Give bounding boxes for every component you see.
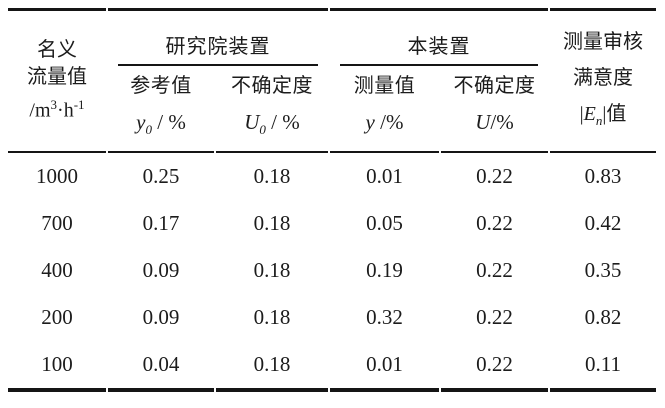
table-row: 100 0.04 0.18 0.01 0.22 0.11 bbox=[8, 341, 656, 392]
table-row: 1000 0.25 0.18 0.01 0.22 0.83 bbox=[8, 153, 656, 200]
table-cell: 0.09 bbox=[142, 258, 180, 282]
nominal-flow-unit: /m3·h-1 bbox=[29, 97, 85, 122]
col-header-en-value: 测量审核 满意度 |En|值 bbox=[550, 8, 656, 153]
table-cell: 0.22 bbox=[476, 258, 513, 282]
table-cell: 400 bbox=[41, 258, 73, 282]
table-cell: 0.25 bbox=[142, 164, 180, 188]
table-cell: 700 bbox=[41, 211, 73, 235]
group-label-research-institute: 研究院装置 bbox=[118, 30, 318, 66]
table-cell: 0.22 bbox=[476, 211, 513, 235]
col-header-nominal-flow: 名义 流量值 /m3·h-1 bbox=[8, 8, 106, 153]
table-cell: 0.18 bbox=[216, 341, 328, 392]
table-cell: 0.04 bbox=[108, 341, 214, 392]
table-cell: 0.32 bbox=[366, 305, 403, 329]
en-header-symbol: |En|值 bbox=[579, 102, 627, 128]
table-cell: 0.82 bbox=[584, 305, 622, 329]
col-header-measured-value: 测量值 y /% bbox=[330, 66, 439, 153]
uncertainty-u0-symbol: U0 / % bbox=[244, 110, 300, 138]
measured-value-symbol: y /% bbox=[365, 110, 404, 135]
table-cell: 0.17 bbox=[142, 211, 180, 235]
table-cell: 0.01 bbox=[330, 341, 439, 392]
table-cell: 100 bbox=[8, 341, 106, 392]
table-row: 400 0.09 0.18 0.19 0.22 0.35 bbox=[8, 247, 656, 294]
table-cell: 0.22 bbox=[441, 341, 548, 392]
uncertainty-u-symbol: U/% bbox=[475, 110, 514, 135]
table-cell: 0.05 bbox=[366, 211, 403, 235]
header-row-groups: 名义 流量值 /m3·h-1 研究院装置 本装置 测量审核 满意度 |En|值 bbox=[8, 8, 656, 153]
table-row: 200 0.09 0.18 0.32 0.22 0.82 bbox=[8, 294, 656, 341]
table-cell: 0.22 bbox=[476, 164, 513, 188]
header-row-subcolumns: 参考值 y0 / % 不确定度 U0 / % 测量值 y /% 不确定度 U/% bbox=[8, 66, 656, 153]
col-group-this-device: 本装置 bbox=[330, 8, 548, 66]
col-group-research-institute-device: 研究院装置 bbox=[108, 8, 328, 66]
measurement-audit-table: 名义 流量值 /m3·h-1 研究院装置 本装置 测量审核 满意度 |En|值 … bbox=[6, 8, 658, 392]
nominal-flow-line2: 流量值 bbox=[27, 66, 87, 89]
table-cell: 0.83 bbox=[584, 164, 622, 188]
table-cell: 0.22 bbox=[476, 305, 513, 329]
table-cell: 0.42 bbox=[584, 211, 622, 235]
table-cell: 0.18 bbox=[253, 211, 291, 235]
col-header-uncertainty-u0: 不确定度 U0 / % bbox=[216, 66, 328, 153]
table-cell: 1000 bbox=[36, 164, 78, 188]
col-header-uncertainty-u: 不确定度 U/% bbox=[441, 66, 548, 153]
table-cell: 0.09 bbox=[142, 305, 180, 329]
en-header-line2: 满意度 bbox=[573, 66, 633, 89]
table-row: 700 0.17 0.18 0.05 0.22 0.42 bbox=[8, 200, 656, 247]
table-cell: 0.35 bbox=[584, 258, 622, 282]
group-label-this-device: 本装置 bbox=[340, 30, 538, 66]
nominal-flow-line1: 名义 bbox=[37, 39, 77, 62]
reference-value-symbol: y0 / % bbox=[136, 110, 186, 138]
table-cell: 0.19 bbox=[366, 258, 403, 282]
col-header-reference-value: 参考值 y0 / % bbox=[108, 66, 214, 153]
table-cell: 200 bbox=[41, 305, 73, 329]
table-cell: 0.18 bbox=[253, 164, 291, 188]
table-cell: 0.18 bbox=[253, 305, 291, 329]
table-cell: 0.18 bbox=[253, 258, 291, 282]
table-cell: 0.01 bbox=[366, 164, 403, 188]
en-header-line1: 测量审核 bbox=[563, 30, 643, 53]
table-cell: 0.11 bbox=[550, 341, 656, 392]
